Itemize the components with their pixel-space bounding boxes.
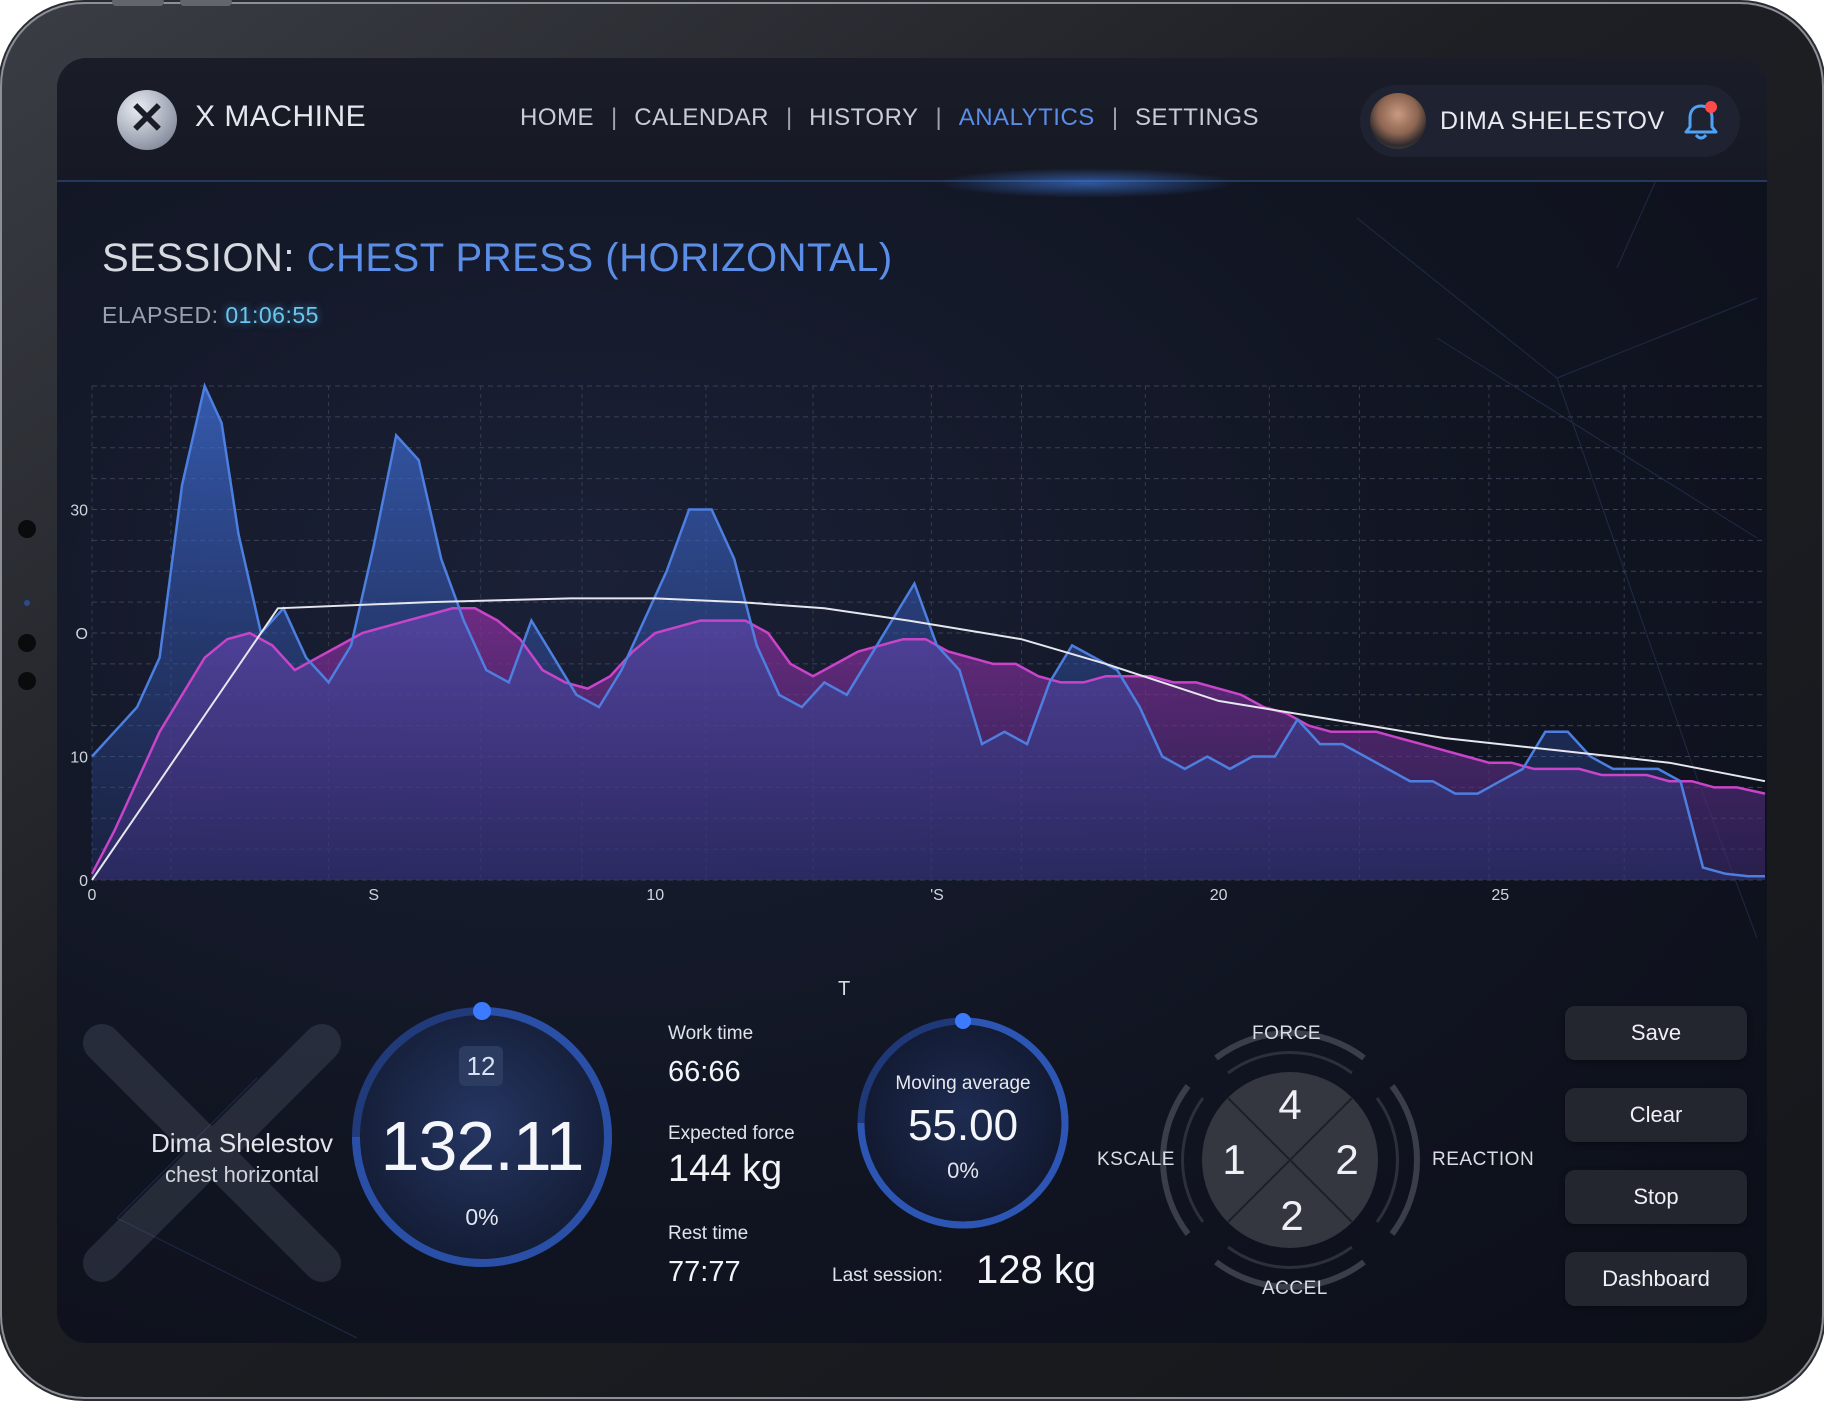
- y-tick-label: O: [76, 626, 88, 643]
- sensor-dot: [18, 520, 36, 538]
- app-screen: ✕ X MACHINE HOME | CALENDAR | HISTORY | …: [57, 58, 1767, 1343]
- force-gauge: [352, 1002, 612, 1267]
- session-prefix: SESSION:: [102, 236, 295, 280]
- bell-icon[interactable]: [1682, 100, 1720, 142]
- main-nav: HOME | CALENDAR | HISTORY | ANALYTICS | …: [520, 104, 1259, 132]
- force-chart[interactable]: 0 10 O 30 0 S 10 'S 20 25: [57, 358, 1767, 918]
- x-tick-label: S: [368, 887, 379, 904]
- nav-home[interactable]: HOME: [520, 104, 594, 131]
- work-time-label: Work time: [668, 1023, 754, 1044]
- user-name: DIMA SHELESTOV: [1440, 107, 1665, 135]
- x-watermark-icon: [83, 1024, 341, 1282]
- moving-average-percent: 0%: [947, 1158, 979, 1183]
- athlete-exercise: chest horizontal: [164, 1162, 320, 1187]
- work-time-value: 66:66: [668, 1056, 741, 1088]
- parameter-dial[interactable]: [1158, 1028, 1422, 1292]
- sensor-dot: [18, 634, 36, 652]
- moving-average-gauge: [857, 1013, 1069, 1229]
- stop-button[interactable]: Stop: [1565, 1170, 1747, 1224]
- volume-button: [180, 0, 232, 6]
- force-percent: 0%: [465, 1204, 499, 1230]
- rest-time-value: 77:77: [668, 1256, 741, 1288]
- expected-force-value: 144 kg: [668, 1148, 783, 1190]
- y-tick-label: 30: [70, 503, 88, 520]
- y-tick-label: 0: [79, 873, 88, 890]
- nav-separator: |: [935, 104, 942, 131]
- rest-time-label: Rest time: [668, 1223, 749, 1244]
- dial-label-kscale: KSCALE: [1097, 1149, 1175, 1170]
- gauge-handle: [955, 1013, 971, 1029]
- save-button[interactable]: Save: [1565, 1006, 1747, 1060]
- user-profile-button[interactable]: DIMA SHELESTOV: [1360, 85, 1740, 157]
- x-tick-label: 20: [1210, 887, 1228, 904]
- dial-value-force[interactable]: 4: [1278, 1081, 1302, 1128]
- gauge-handle: [473, 1002, 491, 1020]
- athlete-name: Dima Shelestov: [150, 1128, 334, 1158]
- x-axis-title: T: [838, 978, 851, 1000]
- force-value: 132.11: [380, 1107, 585, 1185]
- moving-average-value: 55.00: [907, 1101, 1019, 1150]
- x-tick-label: 'S: [930, 887, 944, 904]
- dial-label-force: FORCE: [1252, 1023, 1321, 1044]
- dial-value-accel[interactable]: 2: [1280, 1192, 1304, 1239]
- session-title: SESSION: CHEST PRESS (HORIZONTAL): [102, 236, 893, 281]
- elapsed-time: ELAPSED: 01:06:55: [102, 302, 319, 329]
- x-tick-label: 25: [1491, 887, 1509, 904]
- camera-dot: [24, 600, 30, 606]
- volume-button: [112, 0, 164, 6]
- last-session-label: Last session:: [832, 1265, 943, 1286]
- app-name: X MACHINE: [195, 100, 367, 133]
- elapsed-value: 01:06:55: [225, 302, 319, 328]
- top-header: ✕ X MACHINE HOME | CALENDAR | HISTORY | …: [57, 58, 1767, 198]
- x-tick-label: 0: [88, 887, 97, 904]
- dial-value-reaction[interactable]: 2: [1335, 1136, 1359, 1183]
- x-machine-logo-icon[interactable]: ✕: [117, 90, 177, 150]
- nav-history[interactable]: HISTORY: [809, 104, 919, 131]
- elapsed-label: ELAPSED:: [102, 302, 219, 328]
- dial-value-kscale[interactable]: 1: [1222, 1136, 1246, 1183]
- moving-average-label: Moving average: [895, 1073, 1031, 1094]
- notification-dot: [1705, 101, 1717, 113]
- nav-separator: |: [785, 104, 793, 131]
- nav-settings[interactable]: SETTINGS: [1135, 104, 1260, 131]
- last-session-value: 128 kg: [976, 1248, 1097, 1292]
- nav-analytics[interactable]: ANALYTICS: [958, 104, 1095, 131]
- nav-separator: |: [611, 104, 618, 131]
- active-tab-glow: [937, 168, 1237, 198]
- session-exercise-name: CHEST PRESS (HORIZONTAL): [306, 236, 893, 280]
- series-line-magenta: [90, 607, 1766, 875]
- series-area-blue: [92, 386, 1765, 880]
- nav-calendar[interactable]: CALENDAR: [634, 104, 769, 131]
- nav-separator: |: [1111, 104, 1119, 131]
- user-avatar: [1370, 93, 1426, 149]
- dashboard-button[interactable]: Dashboard: [1565, 1252, 1747, 1306]
- clear-button[interactable]: Clear: [1565, 1088, 1747, 1142]
- y-tick-label: 10: [70, 750, 88, 767]
- expected-force-label: Expected force: [668, 1123, 795, 1144]
- dial-label-accel: ACCEL: [1262, 1278, 1328, 1299]
- series-line-blue: [91, 382, 1765, 878]
- rep-counter: 12: [459, 1046, 503, 1086]
- series-line-trend: [91, 597, 1766, 881]
- sensor-dot: [18, 672, 36, 690]
- x-tick-label: 10: [646, 887, 664, 904]
- dial-label-reaction: REACTION: [1432, 1149, 1535, 1170]
